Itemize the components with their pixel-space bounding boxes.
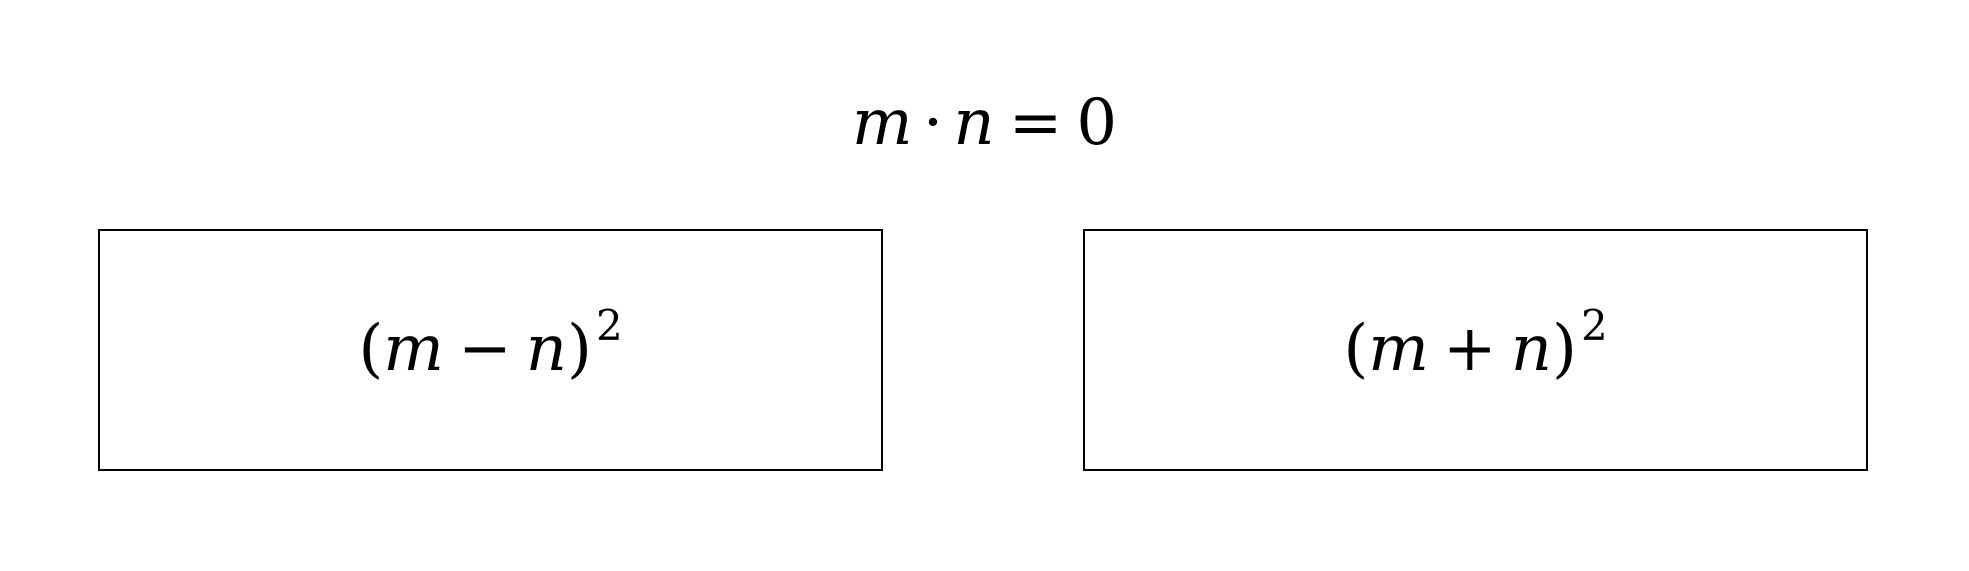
sum-squared-box: (m + n)2 (1083, 229, 1868, 471)
open-paren: ( (1343, 311, 1369, 386)
open-paren: ( (358, 311, 384, 386)
plus-operator: + (1443, 311, 1497, 386)
difference-squared-box: (m − n)2 (98, 229, 883, 471)
sum-squared-expression: (m + n)2 (1343, 301, 1607, 391)
close-paren: ) (1551, 311, 1577, 386)
exponent: 2 (595, 300, 623, 350)
equation-var-m: m (851, 86, 913, 160)
expr-var-m: m (1368, 311, 1429, 386)
exponent: 2 (1580, 300, 1608, 350)
expr-var-n: n (1510, 311, 1552, 386)
difference-squared-expression: (m − n)2 (358, 301, 622, 391)
equation-var-n: n (953, 86, 995, 160)
expr-var-n: n (525, 311, 567, 386)
equation-dot-operator: · (922, 86, 944, 160)
close-paren: ) (566, 311, 592, 386)
equation-equals-sign: = (1008, 86, 1063, 160)
top-equation: m · n = 0 (0, 88, 1969, 158)
minus-operator: − (458, 311, 512, 386)
equation-value: 0 (1076, 86, 1118, 160)
expr-var-m: m (383, 311, 444, 386)
